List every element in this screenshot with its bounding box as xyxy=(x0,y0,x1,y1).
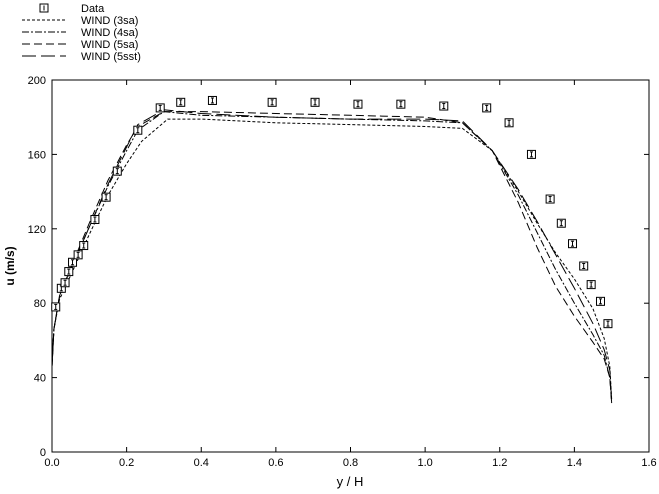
data-marker xyxy=(556,218,566,228)
x-tick-label: 0.4 xyxy=(194,457,209,469)
y-tick-label: 0 xyxy=(40,447,46,459)
data-markers xyxy=(51,95,613,329)
data-marker xyxy=(396,99,406,109)
legend-label: WIND (5sst) xyxy=(81,51,141,63)
data-marker xyxy=(353,99,363,109)
data-marker xyxy=(90,215,100,224)
legend-label: WIND (5sa) xyxy=(81,39,138,51)
plot-area: 0.0 0.2 0.4 0.6 0.8 1.0 1.2 1.4 1.6 0 40 80 120 160 20… xyxy=(28,75,657,469)
series-line-wind-3sa xyxy=(51,118,613,400)
data-marker xyxy=(482,103,492,113)
data-marker xyxy=(568,239,578,249)
x-tick-label: 1.4 xyxy=(567,457,582,469)
y-axis-title: u (m/s) xyxy=(3,246,17,285)
plot-frame xyxy=(51,79,650,453)
data-marker xyxy=(101,192,111,202)
data-marker xyxy=(79,241,89,251)
data-marker xyxy=(64,267,74,277)
data-marker xyxy=(545,194,555,204)
x-tick-label: 0.0 xyxy=(44,457,59,469)
legend-item: WIND (4sa) xyxy=(22,27,138,39)
data-marker xyxy=(595,296,605,306)
x-tick-label: 0.2 xyxy=(119,457,134,469)
axis-ticks: 0.0 0.2 0.4 0.6 0.8 1.0 1.2 1.4 1.6 0 40 80 120 160 20… xyxy=(28,75,657,469)
legend-label: WIND (3sa) xyxy=(81,15,138,27)
data-marker xyxy=(51,302,61,312)
legend-item: WIND (5sa) xyxy=(22,39,138,51)
legend-item: WIND (3sa) xyxy=(22,15,138,27)
y-tick-label: 40 xyxy=(34,373,46,385)
legend-item: Data xyxy=(39,3,105,15)
x-tick-label: 1.2 xyxy=(492,457,507,469)
data-marker xyxy=(310,97,320,107)
data-marker xyxy=(267,97,277,107)
data-marker xyxy=(439,101,449,111)
data-marker xyxy=(579,261,589,271)
legend-item: WIND (5sst) xyxy=(22,51,141,63)
data-marker xyxy=(504,118,514,128)
data-marker xyxy=(68,257,78,267)
data-marker xyxy=(60,278,70,288)
data-marker xyxy=(603,319,613,329)
y-tick-label: 200 xyxy=(28,75,46,87)
series-line-wind-5sst xyxy=(51,109,613,402)
legend-label: WIND (4sa) xyxy=(81,27,138,39)
data-marker xyxy=(207,95,217,105)
data-marker xyxy=(176,97,186,107)
data-marker xyxy=(526,149,536,159)
series-line-wind-5sa xyxy=(51,111,613,404)
y-tick-label: 120 xyxy=(28,224,46,236)
data-marker xyxy=(73,250,83,260)
data-marker xyxy=(586,280,596,290)
x-axis-title: y / H xyxy=(337,474,364,489)
y-tick-label: 160 xyxy=(28,149,46,161)
legend-label: Data xyxy=(81,3,105,15)
x-tick-label: 0.6 xyxy=(268,457,283,469)
x-tick-label: 1.6 xyxy=(641,457,656,469)
data-marker xyxy=(155,103,165,113)
x-tick-label: 1.0 xyxy=(417,457,432,469)
data-marker xyxy=(112,166,122,176)
data-marker xyxy=(133,125,143,135)
x-tick-label: 0.8 xyxy=(343,457,358,469)
y-tick-label: 80 xyxy=(34,298,46,310)
